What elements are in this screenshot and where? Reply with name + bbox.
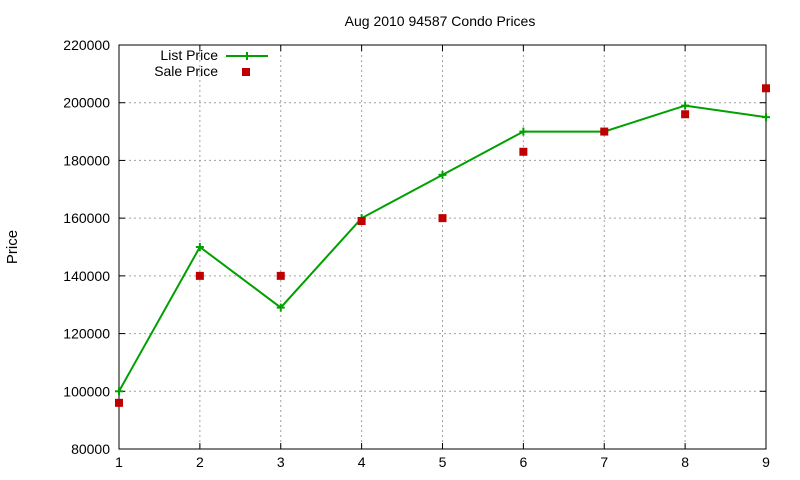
- legend-sample-sale-price: [242, 68, 250, 76]
- legend-label-list-price: List Price: [160, 47, 218, 63]
- x-tick-label: 2: [196, 454, 204, 470]
- list-price-point: [762, 113, 770, 122]
- y-tick-labels: 80000 100000 120000 140000 160000 180000 20000…: [63, 37, 110, 457]
- y-tick-label: 200000: [63, 95, 110, 111]
- list-price-point: [276, 303, 285, 312]
- y-tick-label: 160000: [63, 210, 110, 226]
- list-price-point: [115, 387, 123, 396]
- axis-ticks: [118, 44, 767, 450]
- x-tick-labels: 1 2 3 4 5 6 7 8 9: [115, 454, 770, 470]
- y-tick-label: 100000: [63, 383, 110, 399]
- x-tick-label: 3: [277, 454, 285, 470]
- legend-marker-list-price: [243, 52, 251, 60]
- sale-price-point: [519, 147, 528, 156]
- y-tick-label: 140000: [63, 268, 110, 284]
- x-tick-label: 1: [115, 454, 123, 470]
- x-tick-label: 9: [762, 454, 770, 470]
- x-tick-label: 4: [358, 454, 366, 470]
- list-price-point: [681, 101, 690, 110]
- sale-price-point: [762, 84, 770, 93]
- sale-price-point: [115, 398, 123, 407]
- list-price-point: [519, 127, 528, 136]
- y-tick-label: 220000: [63, 37, 110, 53]
- sale-price-point: [276, 271, 285, 280]
- legend: List Price Sale Price: [154, 47, 268, 79]
- legend-label-sale-price: Sale Price: [154, 63, 218, 79]
- sale-price-point: [195, 271, 204, 280]
- legend-sample-list-price: [226, 52, 268, 60]
- y-tick-label: 120000: [63, 326, 110, 342]
- series: [115, 84, 770, 407]
- list-price-point: [438, 170, 447, 179]
- sale-price-point: [357, 217, 366, 226]
- sale-price-point: [681, 110, 690, 119]
- chart-title: Aug 2010 94587 Condo Prices: [345, 13, 536, 29]
- x-tick-label: 7: [600, 454, 608, 470]
- list-price-point: [195, 243, 204, 251]
- grid: [119, 45, 766, 449]
- x-tick-label: 5: [439, 454, 447, 470]
- legend-marker-sale-price: [242, 68, 250, 76]
- x-tick-label: 8: [681, 454, 689, 470]
- y-tick-label: 180000: [63, 152, 110, 168]
- sale-price-point: [438, 214, 447, 223]
- y-tick-label: 80000: [71, 441, 110, 457]
- x-tick-label: 6: [519, 454, 527, 470]
- sale-price-point: [600, 127, 609, 136]
- y-axis-label: Price: [4, 230, 21, 264]
